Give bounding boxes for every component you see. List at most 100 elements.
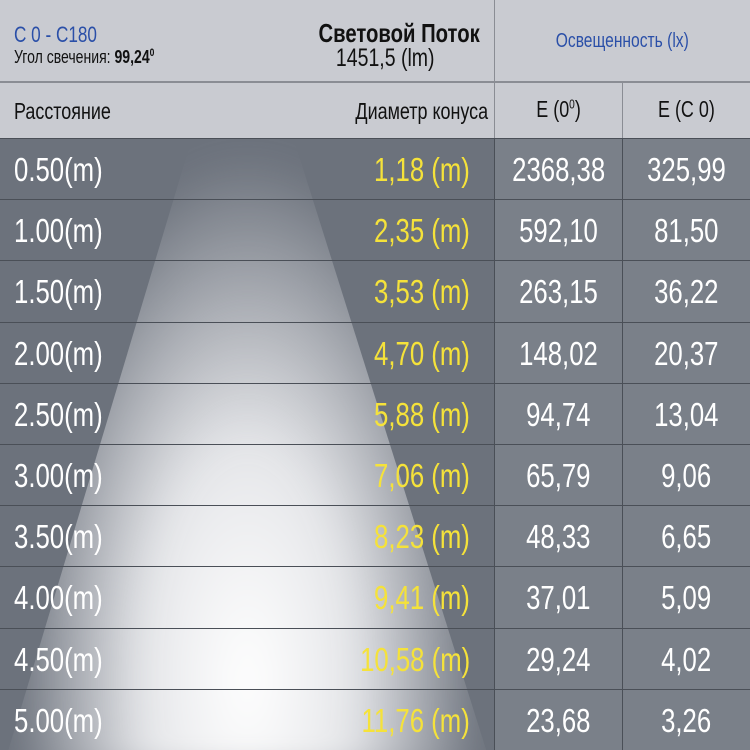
cell-e0: 48,33 <box>495 506 622 567</box>
cell-e0-text: 2368,38 <box>511 151 606 188</box>
cell-distance-text: 4.00(m) <box>14 579 103 617</box>
cell-ec0-text: 5,09 <box>660 579 712 617</box>
flux-title-text: Световой Поток <box>318 18 480 48</box>
cell-diameter-text: 4,70 (m) <box>374 334 470 372</box>
col-e0-text: E (0 <box>536 96 570 122</box>
degree-sup: 0 <box>569 96 575 112</box>
cell-e0: 2368,38 <box>495 139 622 200</box>
cell-diameter: 5,88 (m) <box>347 384 470 445</box>
col-diameter: Диаметр конуса <box>318 98 488 125</box>
cell-diameter: 7,06 (m) <box>347 445 470 506</box>
cell-distance-text: 0.50(m) <box>14 151 103 188</box>
cell-distance-text: 5.00(m) <box>14 701 103 739</box>
cell-ec0: 6,65 <box>622 506 750 567</box>
table-row: 2.50(m) 5,88 (m) 94,74 13,04 <box>0 382 750 445</box>
cell-distance: 3.00(m) <box>14 445 128 506</box>
cell-e0-text: 592,10 <box>519 212 598 250</box>
cell-distance: 1.50(m) <box>14 261 128 322</box>
cell-diameter-text: 9,41 (m) <box>374 579 470 617</box>
cell-ec0-text: 13,04 <box>653 395 719 433</box>
divider <box>0 81 750 83</box>
table-body: 0.50(m) 1,18 (m) 2368,38 325,99 1.00(m) 2,35 … <box>0 138 750 750</box>
angle-label: Угол свечения: <box>14 47 111 67</box>
table-row: 5.00(m) 11,76 (m) 23,68 3,26 <box>0 688 750 750</box>
cell-e0-text: 23,68 <box>526 701 591 739</box>
col-diameter-text: Диаметр конуса <box>355 98 488 124</box>
divider <box>622 82 623 138</box>
cell-e0-text: 37,01 <box>526 579 591 617</box>
angle-value: 99,24 <box>114 47 150 67</box>
col-distance-text: Расстояние <box>14 98 111 124</box>
cell-ec0: 325,99 <box>622 139 750 200</box>
cell-distance: 1.00(m) <box>14 200 128 261</box>
cell-diameter-text: 10,58 (m) <box>359 640 470 678</box>
beam-angle: Угол свечения: 99,240 <box>14 47 194 68</box>
cell-ec0: 20,37 <box>622 323 750 384</box>
cell-distance-text: 1.00(m) <box>14 212 103 250</box>
cell-diameter: 10,58 (m) <box>329 629 470 690</box>
cell-e0: 37,01 <box>495 567 622 628</box>
cell-e0-text: 29,24 <box>526 640 591 678</box>
cell-e0: 23,68 <box>495 690 622 750</box>
table-row: 2.00(m) 4,70 (m) 148,02 20,37 <box>0 321 750 384</box>
cell-diameter-text: 7,06 (m) <box>374 457 470 494</box>
cell-e0: 65,79 <box>495 445 622 506</box>
cell-e0-text: 65,79 <box>526 457 591 494</box>
cell-ec0: 9,06 <box>622 445 750 506</box>
col-ec0-text: E (C 0) <box>657 96 715 122</box>
divider <box>494 0 495 138</box>
cell-distance-text: 3.50(m) <box>14 518 103 556</box>
illuminance-title: Освещенность (lx) <box>495 30 750 53</box>
cell-ec0: 36,22 <box>622 261 750 322</box>
cell-ec0-text: 4,02 <box>660 640 712 678</box>
cell-e0: 94,74 <box>495 384 622 445</box>
cell-diameter-text: 5,88 (m) <box>374 395 470 433</box>
cell-ec0-text: 3,26 <box>660 701 712 739</box>
cell-distance: 4.50(m) <box>14 629 128 690</box>
table-header: C 0 - C180 Угол свечения: 99,240 Светово… <box>0 0 750 138</box>
cell-ec0: 3,26 <box>622 690 750 750</box>
cell-distance: 4.00(m) <box>14 567 128 628</box>
cell-distance: 5.00(m) <box>14 690 128 750</box>
table-row: 1.00(m) 2,35 (m) 592,10 81,50 <box>0 199 750 260</box>
col-e0: E (00) <box>495 96 622 123</box>
cell-diameter: 4,70 (m) <box>347 323 470 384</box>
cell-e0-text: 263,15 <box>519 273 598 311</box>
cell-diameter-text: 11,76 (m) <box>361 701 470 739</box>
cell-diameter-text: 8,23 (m) <box>374 518 470 556</box>
col-ec0: E (C 0) <box>622 96 750 123</box>
cell-distance-text: 1.50(m) <box>14 273 103 311</box>
table-row: 1.50(m) 3,53 (m) 263,15 36,22 <box>0 260 750 321</box>
cell-distance: 3.50(m) <box>14 506 128 567</box>
cell-e0-text: 148,02 <box>519 334 598 372</box>
cell-diameter: 3,53 (m) <box>347 261 470 322</box>
cell-diameter: 2,35 (m) <box>347 200 470 261</box>
table-row: 0.50(m) 1,18 (m) 2368,38 325,99 <box>0 138 750 199</box>
flux-value-text: 1451,5 (lm) <box>335 44 435 72</box>
table-row: 4.50(m) 10,58 (m) 29,24 4,02 <box>0 627 750 690</box>
cell-ec0: 5,09 <box>622 567 750 628</box>
cell-e0: 592,10 <box>495 200 622 261</box>
table-row: 3.00(m) 7,06 (m) 65,79 9,06 <box>0 444 750 505</box>
plane-text: C 0 - C180 <box>14 22 97 47</box>
cell-e0: 263,15 <box>495 261 622 322</box>
cell-ec0: 4,02 <box>622 629 750 690</box>
cell-ec0-text: 325,99 <box>646 151 726 188</box>
cell-ec0-text: 9,06 <box>660 457 712 494</box>
cell-diameter: 11,76 (m) <box>331 690 470 750</box>
cell-diameter-text: 2,35 (m) <box>374 212 470 250</box>
degree-sup: 0 <box>149 47 155 59</box>
cell-distance: 0.50(m) <box>14 139 128 200</box>
col-distance: Расстояние <box>14 98 138 125</box>
cell-distance: 2.00(m) <box>14 323 128 384</box>
cell-ec0: 13,04 <box>622 384 750 445</box>
cell-e0: 148,02 <box>495 323 622 384</box>
table-row: 4.00(m) 9,41 (m) 37,01 5,09 <box>0 566 750 627</box>
cell-e0-text: 48,33 <box>526 518 591 556</box>
col-e0-close: ) <box>574 96 581 122</box>
plane-label: C 0 - C180 <box>14 22 120 48</box>
cell-e0: 29,24 <box>495 629 622 690</box>
cell-e0-text: 94,74 <box>526 395 591 433</box>
cell-ec0-text: 20,37 <box>653 334 719 372</box>
cell-diameter: 8,23 (m) <box>347 506 470 567</box>
